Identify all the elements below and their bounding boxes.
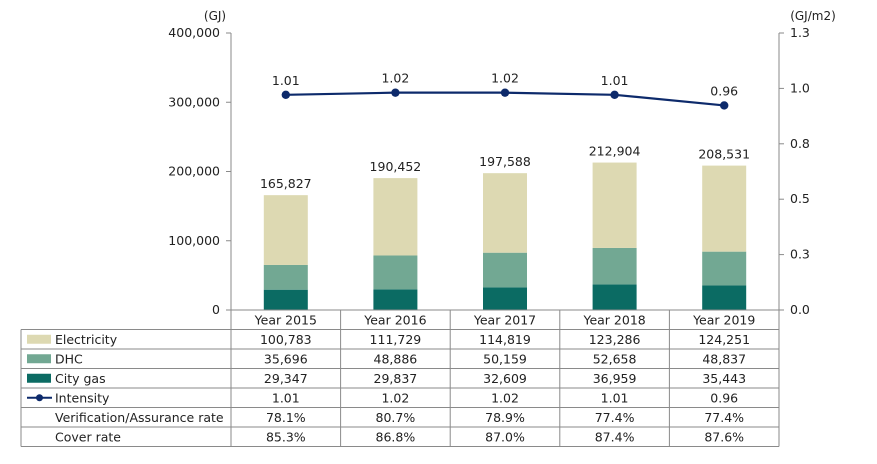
right-axis-tick-label: 0.3 [790,247,810,262]
bar-segment [373,289,418,310]
bar-segment [373,255,418,290]
table-cell: 85.3% [266,429,306,444]
category-label: Year 2015 [254,312,317,327]
legend-swatch [27,354,51,364]
table-cell: 48,886 [374,351,418,366]
table-cell: 35,696 [264,351,308,366]
table-cell: 0.96 [710,390,738,405]
table-cell: 50,159 [483,351,527,366]
legend-swatch [27,373,51,383]
bar-segment [483,252,527,288]
bar-segment [373,178,418,256]
table-cell: 86.8% [376,429,416,444]
intensity-point [720,101,729,110]
table-cell: 35,443 [702,371,746,386]
table-cell: 48,837 [702,351,746,366]
table-cell: 87.0% [485,429,525,444]
table-cell: 1.01 [272,390,300,405]
intensity-label: 1.01 [272,73,300,88]
intensity-label: 1.02 [381,71,409,86]
bar-segment [263,264,308,290]
table-cell: 80.7% [376,410,416,425]
right-axis-tick-label: 1.0 [790,80,810,95]
table-cell: 29,347 [264,371,308,386]
right-axis-tick-label: 1.3 [790,25,810,40]
left-axis-unit: (GJ) [204,9,226,23]
left-axis-tick-label: 200,000 [168,164,220,179]
total-label: 190,452 [370,159,422,174]
intensity-label: 1.02 [491,71,519,86]
table-cell: 29,837 [374,371,418,386]
bar-segment [702,285,747,310]
table-cell: 78.1% [266,410,306,425]
total-label: 165,827 [260,176,312,191]
intensity-point [391,88,400,97]
legend-marker [36,394,43,402]
right-axis-unit: (GJ/m2) [790,9,836,23]
table-cell: 77.4% [704,410,744,425]
bar-segment [263,289,308,310]
table-cell: 78.9% [485,410,525,425]
intensity-label: 1.01 [601,73,629,88]
bar-segment [592,247,637,285]
category-label: Year 2018 [582,312,645,327]
total-label: 208,531 [698,147,750,162]
right-axis-tick-label: 0.5 [790,191,810,206]
table-cell: 124,251 [698,332,750,347]
bar-segment [702,165,747,252]
table-cell: 111,729 [370,332,422,347]
left-axis-tick-label: 0 [212,302,220,317]
table-row-label: Electricity [55,332,118,347]
category-label: Year 2019 [692,312,755,327]
total-label: 212,904 [589,144,641,159]
bar-segment [483,287,527,310]
table-cell: 87.6% [704,429,744,444]
legend-swatch [27,334,51,344]
table-row-label: City gas [55,371,106,386]
intensity-label: 0.96 [710,83,738,98]
table-cell: 32,609 [483,371,527,386]
category-label: Year 2017 [473,312,536,327]
intensity-point [500,88,510,97]
left-axis-tick-label: 400,000 [168,25,220,40]
bar-segment [702,251,747,286]
left-axis-tick-label: 300,000 [168,94,220,109]
table-cell: 1.02 [381,390,409,405]
right-axis-tick-label: 0.0 [790,302,810,317]
bar-segment [263,195,308,265]
table-cell: 100,783 [260,332,312,347]
table-cell: 1.02 [491,390,519,405]
table-cell: 52,658 [593,351,637,366]
table-cell: 114,819 [479,332,531,347]
bar-segment [483,173,527,253]
table-cell: 87.4% [595,429,635,444]
category-label: Year 2016 [363,312,426,327]
bar-segment [592,284,637,310]
right-axis-tick-label: 0.8 [790,136,810,151]
table-cell: 36,959 [593,371,637,386]
intensity-point [610,90,619,99]
table-cell: 77.4% [595,410,635,425]
table-row-label: Verification/Assurance rate [55,410,224,425]
left-axis-tick-label: 100,000 [168,233,220,248]
table-row-label: DHC [55,351,83,366]
table-cell: 123,286 [589,332,641,347]
intensity-point [281,90,290,99]
bar-segment [592,162,637,248]
total-label: 197,588 [479,154,531,169]
table-row-label: Intensity [55,390,110,405]
table-cell: 1.01 [601,390,629,405]
table-row-label: Cover rate [55,429,121,444]
